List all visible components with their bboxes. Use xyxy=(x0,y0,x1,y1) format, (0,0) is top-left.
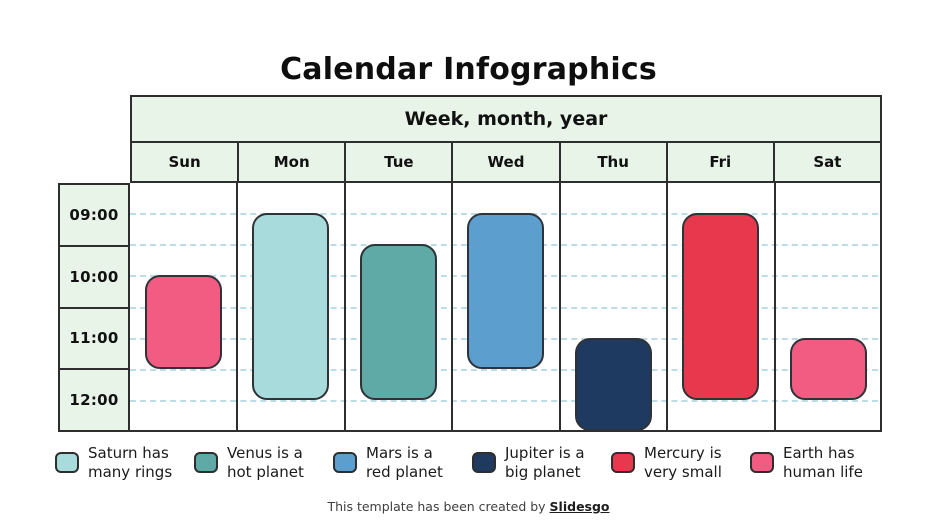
calendar-header-cell: Week, month, year xyxy=(130,95,882,143)
day-header-tue: Tue xyxy=(344,143,451,181)
legend-label-line: red planet xyxy=(366,463,443,481)
legend-item-mercury: Mercury is very small xyxy=(611,444,750,482)
day-header-wed: Wed xyxy=(451,143,558,181)
legend-label-line: hot planet xyxy=(227,463,304,481)
day-header-sat: Sat xyxy=(772,143,880,181)
legend-swatch-venus xyxy=(194,452,218,473)
legend-item-earth: Earth has human life xyxy=(750,444,889,482)
day-header-mon: Mon xyxy=(237,143,344,181)
legend: Saturn has many rings Venus is a hot planet… xyxy=(55,444,889,482)
legend-item-jupiter: Jupiter is a big planet xyxy=(472,444,611,482)
legend-swatch-mercury xyxy=(611,452,635,473)
day-header-row: Sun Mon Tue Wed Thu Fri Sat xyxy=(130,143,882,183)
legend-swatch-jupiter xyxy=(472,452,496,473)
legend-label-line: Venus is a xyxy=(227,444,303,462)
day-header-sun: Sun xyxy=(168,153,201,171)
legend-swatch-saturn xyxy=(55,452,79,473)
day-header-fri: Fri xyxy=(665,143,773,181)
legend-item-venus: Venus is a hot planet xyxy=(194,444,333,482)
dashed-gridline xyxy=(130,369,878,371)
legend-label-line: Mars is a xyxy=(366,444,433,462)
time-label-1200: 12:00 xyxy=(60,368,128,430)
page-title: Calendar Infographics xyxy=(280,52,657,87)
legend-label-jupiter: Jupiter is a big planet xyxy=(505,444,585,482)
legend-label-line: human life xyxy=(783,463,863,481)
event-bar-thu-jupiter xyxy=(574,337,652,432)
legend-item-saturn: Saturn has many rings xyxy=(55,444,194,482)
time-label-1100: 11:00 xyxy=(60,306,128,369)
slidesgo-link[interactable]: Slidesgo xyxy=(549,499,610,514)
footer-credit: This template has been created by Slides… xyxy=(0,499,937,514)
time-label-1000: 10:00 xyxy=(60,244,128,307)
legend-label-mars: Mars is a red planet xyxy=(366,444,443,482)
legend-label-earth: Earth has human life xyxy=(783,444,863,482)
calendar-header-label: Week, month, year xyxy=(404,108,608,130)
dashed-gridline xyxy=(130,400,878,403)
legend-item-mars: Mars is a red planet xyxy=(333,444,472,482)
event-bar-tue-venus xyxy=(359,244,437,401)
legend-label-line: many rings xyxy=(88,463,173,481)
event-bar-sat-earth xyxy=(789,337,867,401)
legend-label-mercury: Mercury is very small xyxy=(644,444,722,482)
column-separator xyxy=(558,183,561,430)
legend-label-venus: Venus is a hot planet xyxy=(227,444,304,482)
calendar-grid xyxy=(130,183,882,432)
legend-label-saturn: Saturn has many rings xyxy=(88,444,172,482)
time-axis-column: 09:00 10:00 11:00 12:00 xyxy=(58,183,130,432)
legend-label-line: Jupiter is a xyxy=(505,444,585,462)
column-separator xyxy=(343,183,346,430)
event-bar-sun-earth xyxy=(145,275,222,369)
legend-label-line: Earth has xyxy=(783,444,855,462)
legend-swatch-mars xyxy=(333,452,357,473)
legend-swatch-earth xyxy=(750,452,774,473)
column-separator xyxy=(236,183,239,430)
legend-label-line: big planet xyxy=(505,463,581,481)
column-separator xyxy=(773,183,776,430)
day-header-thu: Thu xyxy=(558,143,666,181)
event-bar-mon-saturn xyxy=(252,213,330,401)
legend-label-line: very small xyxy=(644,463,722,481)
footer-text: This template has been created by xyxy=(327,499,550,514)
event-bar-wed-mars xyxy=(467,213,545,369)
column-separator xyxy=(451,183,454,430)
legend-label-line: Saturn has xyxy=(88,444,169,462)
legend-label-line: Mercury is xyxy=(644,444,722,462)
time-label-0900: 09:00 xyxy=(69,205,119,224)
column-separator xyxy=(666,183,669,430)
event-bar-fri-mercury xyxy=(682,213,760,401)
